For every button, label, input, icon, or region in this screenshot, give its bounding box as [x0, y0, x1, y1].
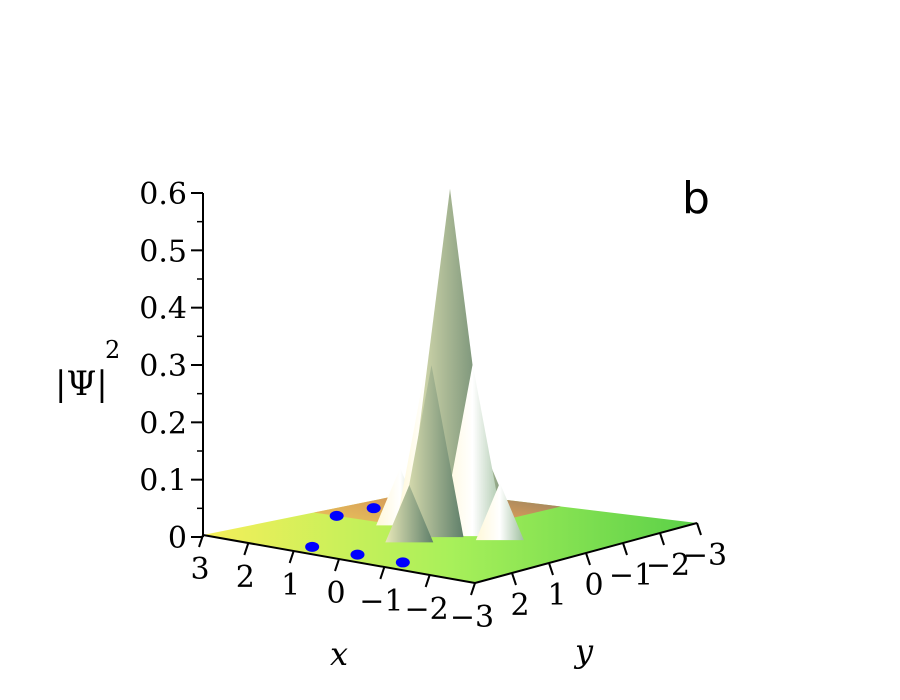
marker-4: [329, 510, 344, 521]
z-tick-label: 0.4: [139, 292, 187, 327]
x-tick-mark: [379, 566, 386, 580]
x-tick-mark: [243, 542, 250, 556]
y-tick-label: 1: [547, 578, 566, 613]
x-tick-mark: [198, 534, 204, 548]
peak-8: [385, 485, 434, 543]
x-tick-label: 3: [190, 552, 209, 587]
marker-3: [366, 503, 381, 514]
y-tick-mark: [548, 562, 554, 576]
surface-peaks: [376, 188, 524, 543]
z-tick-label: 0.3: [139, 349, 187, 384]
panel-label: b: [682, 173, 710, 224]
peak-6: [399, 365, 464, 538]
z-axis-label-exponent: 2: [105, 336, 120, 364]
z-axis-label-base: |Ψ|: [55, 364, 108, 404]
z-axis: 0 0.1 0.2 0.3 0.4 0.5 0.6: [139, 177, 204, 556]
z-axis-label: |Ψ| 2: [55, 336, 120, 404]
y-tick-mark: [622, 542, 628, 556]
x-axis-label: x: [330, 635, 348, 673]
marker-2: [395, 557, 410, 568]
y-tick-label: 0: [584, 568, 603, 603]
x-tick-label: −1: [359, 584, 403, 619]
peak-7: [475, 482, 524, 541]
blue-markers: [305, 503, 410, 568]
y-tick-mark: [585, 552, 591, 566]
y-tick-mark: [511, 572, 517, 586]
x-tick-mark: [334, 558, 340, 572]
x-tick-mark: [470, 582, 476, 596]
x-tick-label: 1: [281, 568, 300, 603]
marker-0: [305, 541, 320, 552]
z-tick-label: 0.2: [139, 406, 187, 441]
y-tick-label: −2: [646, 548, 690, 583]
x-tick-label: −3: [450, 600, 494, 635]
z-tick-label: 0.5: [139, 234, 187, 269]
y-tick-label: −1: [609, 558, 653, 593]
z-tick-label: 0: [168, 521, 187, 556]
x-tick-mark: [288, 550, 295, 564]
z-tick-label: 0.1: [139, 464, 187, 499]
x-axis: 3 2 1 0 −1 −2 −3: [190, 534, 494, 635]
y-axis: 2 1 0 −1−2−3: [474, 522, 727, 623]
peak-5: [440, 364, 505, 537]
x-tick-mark: [424, 574, 431, 588]
y-axis-label: y: [573, 632, 594, 670]
x-tick-label: 2: [236, 560, 255, 595]
y-tick-label: 2: [510, 588, 529, 623]
x-tick-label: −2: [405, 592, 449, 627]
x-tick-label: 0: [326, 576, 345, 611]
z-tick-label: 0.6: [139, 177, 187, 212]
marker-1: [350, 549, 365, 560]
y-tick-mark: [696, 522, 702, 536]
y-tick-label: −3: [683, 538, 727, 573]
y-tick-mark: [659, 532, 665, 546]
